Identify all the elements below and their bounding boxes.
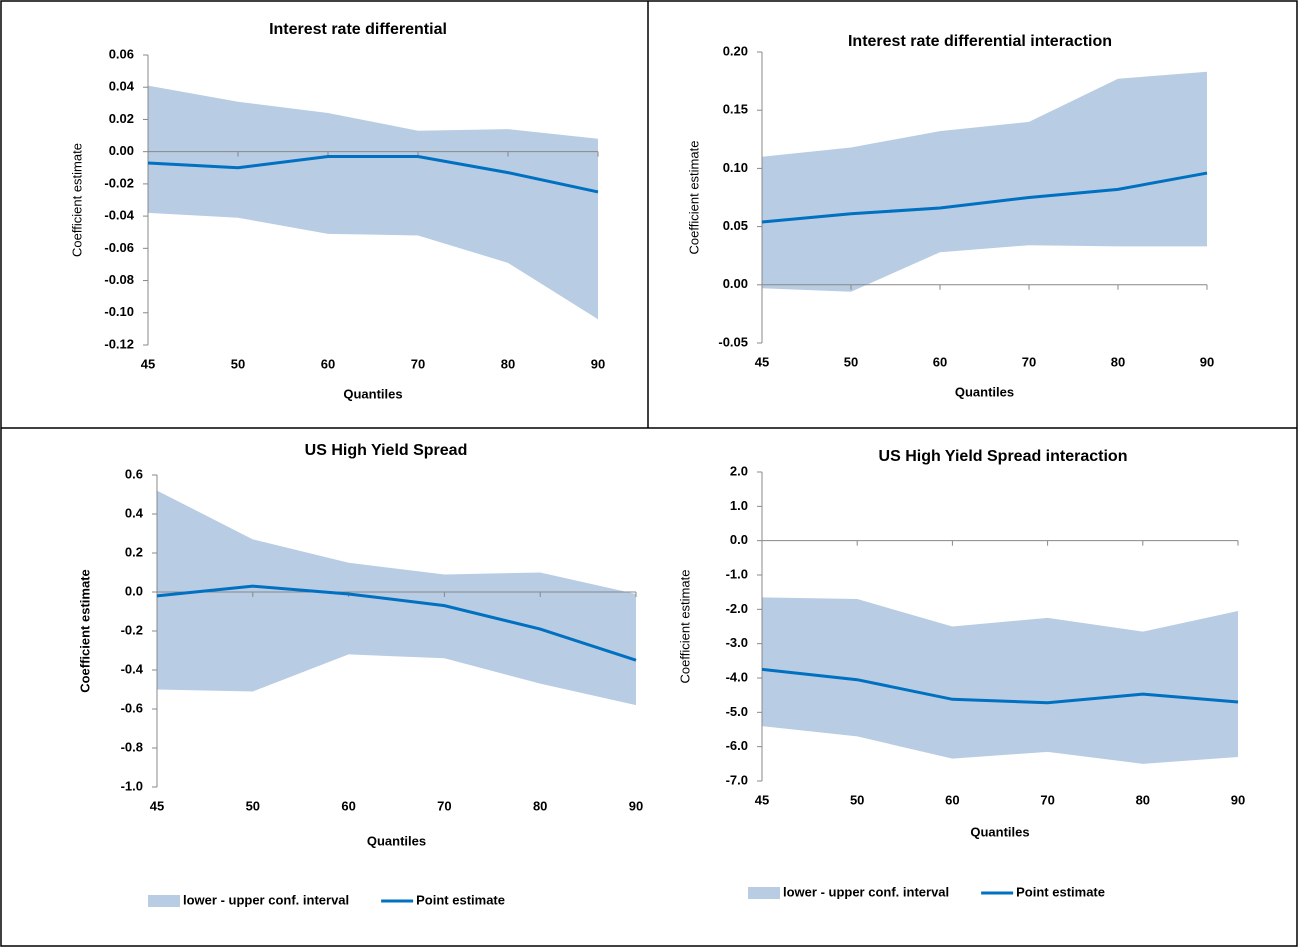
- legend-label: Point estimate: [1016, 884, 1105, 899]
- x-tick-label: 80: [1136, 792, 1150, 807]
- x-tick-label: 60: [933, 354, 947, 369]
- x-tick-label: 45: [755, 354, 769, 369]
- legend-swatch: [748, 887, 780, 899]
- x-tick-label: 70: [411, 356, 425, 371]
- y-tick-label: 0.00: [723, 276, 748, 291]
- y-tick-label: -2.0: [726, 601, 748, 616]
- chart-title: Interest rate differential: [269, 21, 447, 38]
- y-tick-label: -3.0: [726, 635, 748, 650]
- x-axis-label: Quantiles: [367, 833, 426, 848]
- y-tick-label: -0.8: [121, 739, 143, 754]
- y-tick-label: -0.08: [104, 272, 134, 287]
- y-tick-label: 0.00: [109, 143, 134, 158]
- y-tick-label: -0.10: [104, 304, 134, 319]
- point-estimate-line: [761, 171, 1208, 224]
- x-tick-label: 80: [1111, 354, 1125, 369]
- y-tick-label: -4.0: [726, 669, 748, 684]
- point-estimate-line: [156, 584, 637, 662]
- x-tick-label: 60: [945, 792, 959, 807]
- y-tick-label: 0.2: [125, 544, 143, 559]
- y-tick-label: 0.20: [723, 43, 748, 58]
- y-tick-label: -0.05: [718, 334, 748, 349]
- x-tick-label: 45: [755, 792, 769, 807]
- y-tick-label: 0.15: [723, 102, 748, 117]
- x-tick-label: 80: [501, 356, 515, 371]
- y-tick-label: 1.0: [730, 498, 748, 513]
- x-tick-label: 45: [150, 798, 164, 813]
- y-tick-label: -1.0: [121, 778, 143, 793]
- y-tick-label: 0.04: [109, 79, 135, 94]
- x-tick-label: 90: [629, 798, 643, 813]
- y-tick-label: -6.0: [726, 738, 748, 753]
- x-tick-label: 70: [437, 798, 451, 813]
- x-tick-label: 70: [1022, 354, 1036, 369]
- y-tick-label: -0.2: [121, 622, 143, 637]
- chart-title: Interest rate differential interaction: [848, 33, 1112, 50]
- legend-label: lower - upper conf. interval: [183, 892, 349, 907]
- x-tick-label: 50: [246, 798, 260, 813]
- y-tick-label: 0.06: [109, 46, 134, 61]
- y-tick-label: 0.10: [723, 160, 748, 175]
- y-tick-label: -0.12: [104, 336, 134, 351]
- point-estimate-line: [761, 667, 1239, 705]
- y-axis-label: Coefficient estimate: [677, 570, 692, 684]
- y-tick-label: 2.0: [730, 463, 748, 478]
- y-axis-label: Coefficient estimate: [686, 141, 701, 255]
- x-tick-label: 45: [141, 356, 155, 371]
- x-axis-label: Quantiles: [343, 386, 402, 401]
- y-tick-label: -0.4: [121, 661, 144, 676]
- y-axis-label: Coefficient estimate: [69, 143, 84, 257]
- legend-label: Point estimate: [416, 892, 505, 907]
- y-tick-label: 0.0: [125, 583, 143, 598]
- x-tick-label: 50: [844, 354, 858, 369]
- x-tick-label: 50: [231, 356, 245, 371]
- y-tick-label: -0.6: [121, 700, 143, 715]
- y-tick-label: -7.0: [726, 772, 748, 787]
- y-tick-label: 0.02: [109, 111, 134, 126]
- y-tick-label: -1.0: [726, 566, 748, 581]
- legend-label: lower - upper conf. interval: [783, 884, 949, 899]
- x-tick-label: 90: [591, 356, 605, 371]
- x-tick-label: 60: [341, 798, 355, 813]
- y-tick-label: -5.0: [726, 704, 748, 719]
- confidence-band: [148, 85, 598, 320]
- x-tick-label: 70: [1040, 792, 1054, 807]
- point-estimate-line: [147, 155, 599, 194]
- y-tick-label: 0.0: [730, 532, 748, 547]
- y-tick-label: 0.05: [723, 218, 748, 233]
- y-tick-label: -0.06: [104, 240, 134, 255]
- confidence-band: [762, 71, 1207, 292]
- x-axis-label: Quantiles: [970, 824, 1029, 839]
- legend-swatch: [148, 895, 180, 907]
- y-tick-label: -0.04: [104, 208, 134, 223]
- x-tick-label: 90: [1231, 792, 1245, 807]
- chart-title: US High Yield Spread interaction: [879, 448, 1128, 465]
- confidence-band: [157, 490, 636, 706]
- confidence-band: [762, 597, 1238, 764]
- x-tick-label: 90: [1200, 354, 1214, 369]
- x-tick-label: 60: [321, 356, 335, 371]
- y-tick-label: 0.4: [125, 505, 144, 520]
- y-axis-label: Coefficient estimate: [77, 569, 92, 693]
- y-tick-label: 0.6: [125, 466, 143, 481]
- x-axis-label: Quantiles: [955, 384, 1014, 399]
- chart-title: US High Yield Spread: [305, 442, 468, 459]
- x-tick-label: 80: [533, 798, 547, 813]
- y-tick-label: -0.02: [104, 175, 134, 190]
- x-tick-label: 50: [850, 792, 864, 807]
